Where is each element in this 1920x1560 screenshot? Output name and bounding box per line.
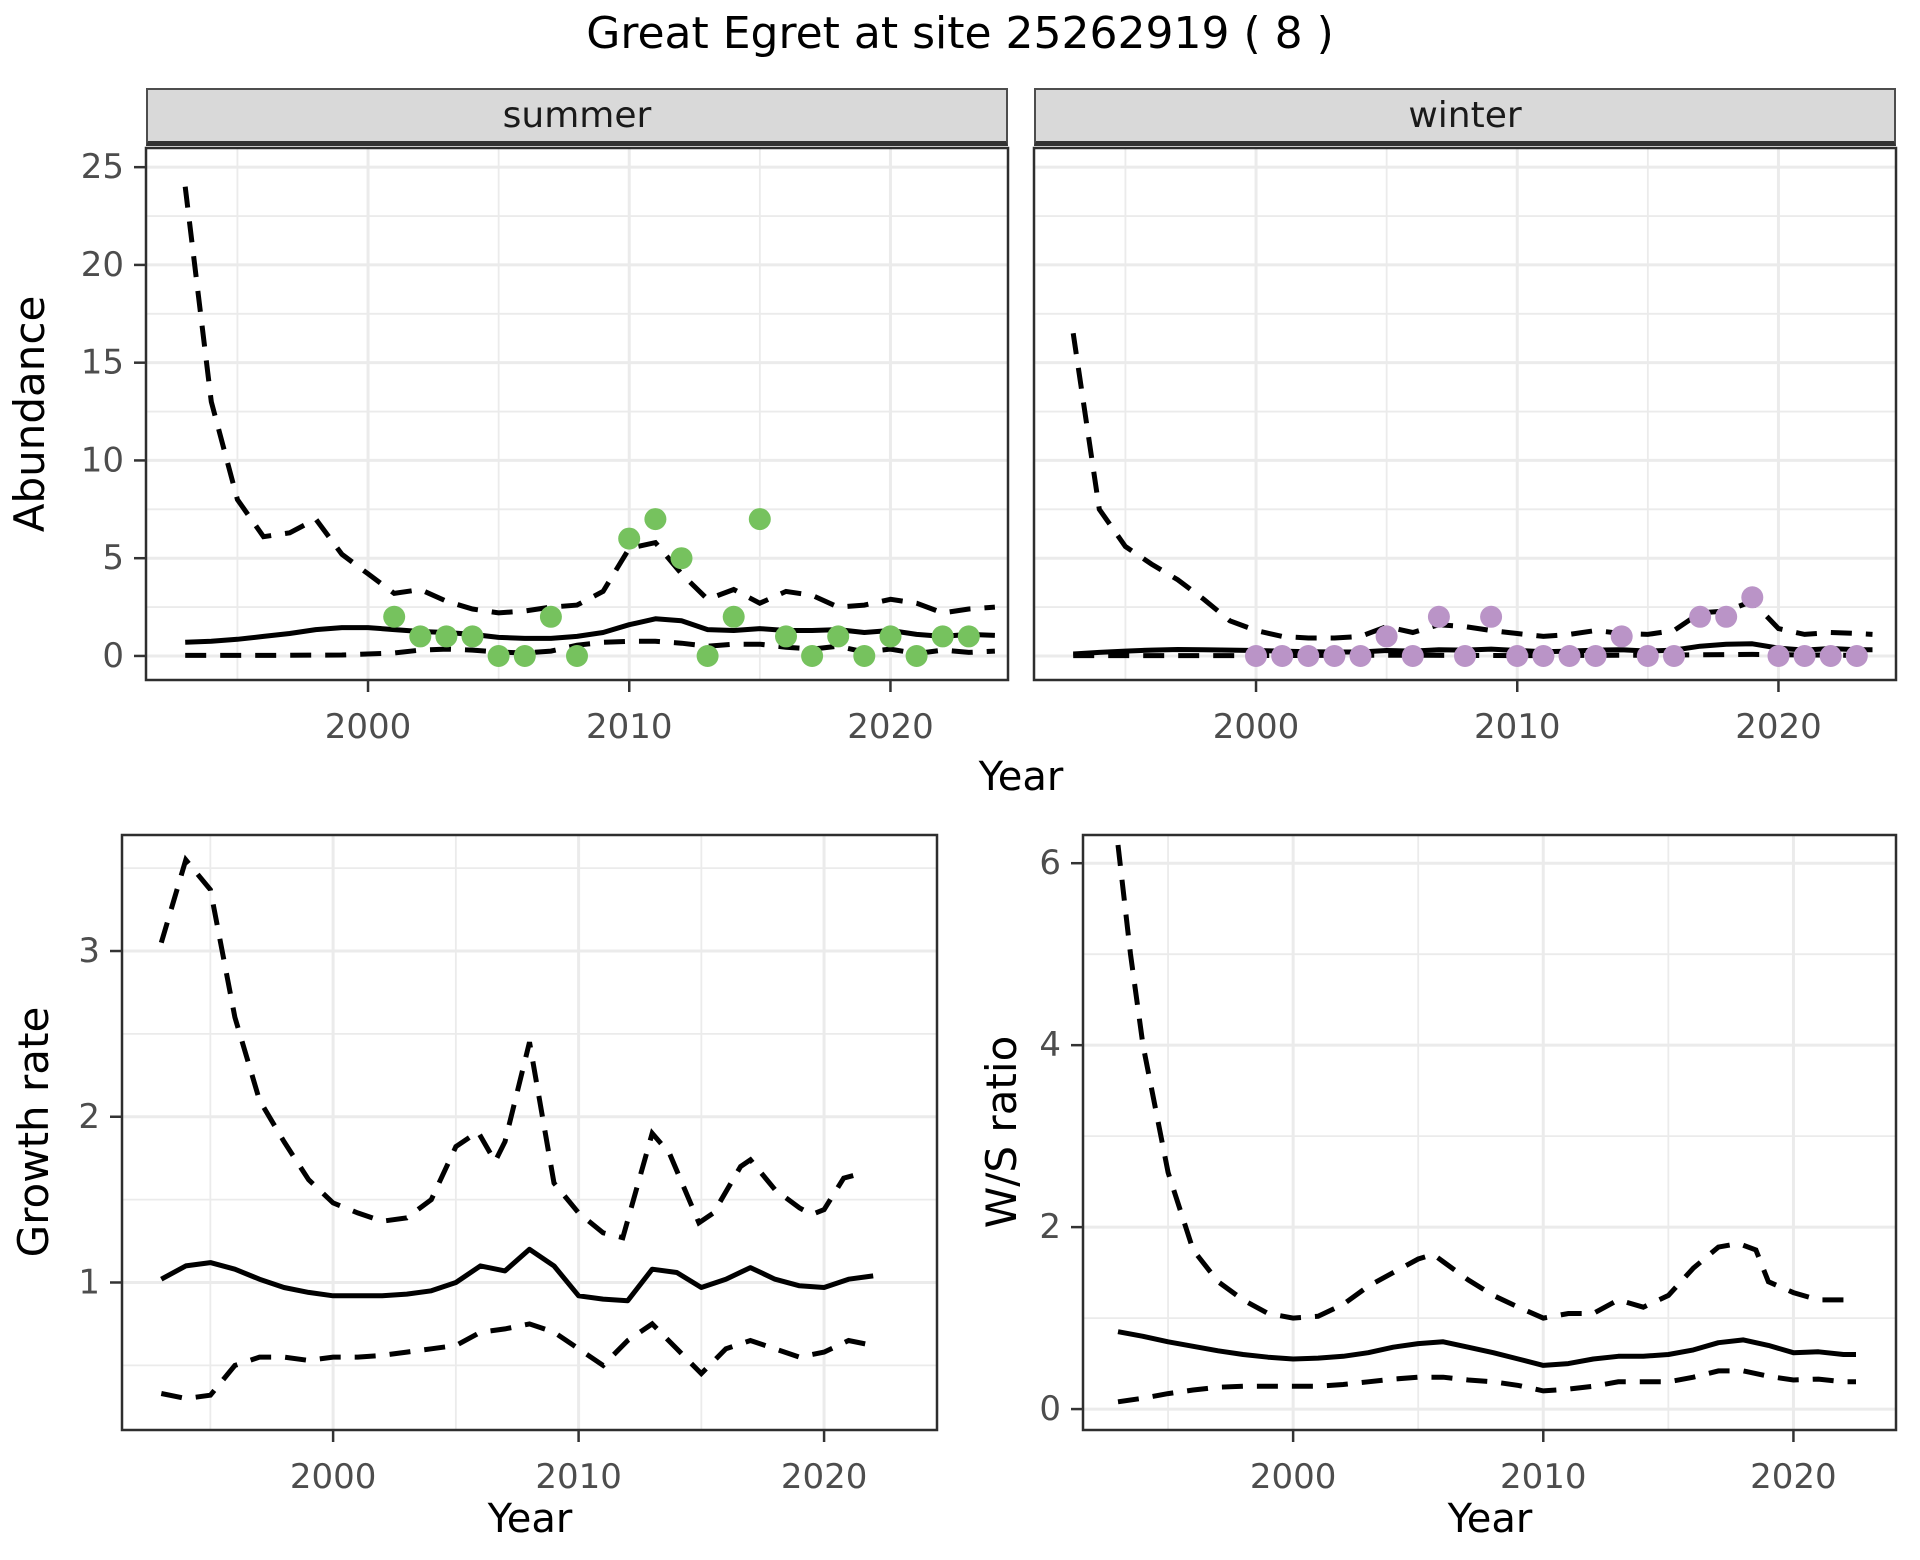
y-tick-label: 5 [102,538,124,578]
data-point [566,645,588,667]
data-point [1819,645,1842,667]
y-tick-label: 25 [81,147,124,187]
data-point [539,605,562,628]
data-point [513,645,536,667]
panel-border [144,146,1010,682]
x-tick-label: 2000 [290,1457,377,1497]
panel-border [1081,833,1898,1432]
x-tick-label: 2020 [1750,1457,1837,1497]
y-axis-title-ws-ratio: W/S ratio [977,1036,1026,1229]
y-tick-label: 20 [81,245,124,285]
data-point [1558,645,1581,667]
data-point [1845,645,1868,667]
data-point [1454,645,1476,667]
data-point [1715,605,1738,628]
data-point [827,625,850,648]
x-tick-label: 2010 [586,707,673,747]
lower-ci-line [1117,1368,1856,1405]
mean-line [1117,1329,1856,1368]
lower-ci-line [160,1320,874,1402]
data-point [1767,645,1790,667]
panel-border [120,833,939,1432]
data-point [644,508,667,531]
x-tick-label: 2010 [535,1457,622,1497]
x-tick-label: 2010 [1500,1457,1587,1497]
y-tick-label: 4 [1039,1025,1061,1065]
data-point [1689,605,1712,628]
data-point [1480,605,1503,628]
data-point [1663,645,1685,667]
x-tick-label: 2000 [1213,707,1300,747]
data-point [696,645,719,667]
lower-ci-line [185,638,996,658]
data-point [853,645,876,667]
facet-strip-winter: winter [1034,88,1896,146]
data-point [1297,645,1320,667]
data-point [1349,645,1372,667]
x-axis-title-top: Year [978,754,1064,800]
y-tick-label: 3 [78,931,100,971]
y-tick-label: 1 [78,1262,100,1302]
y-axis-title-abundance: Abundance [5,296,54,533]
y-tick-label: 10 [81,440,124,480]
mean-line [160,1246,874,1304]
data-point [1375,625,1398,648]
facet-strip-summer: summer [146,88,1008,146]
figure-title: Great Egret at site 25262919 ( 8 ) [586,8,1334,59]
data-point [670,547,693,570]
data-point [1427,605,1450,628]
data-point [748,508,771,531]
y-tick-label: 2 [1039,1207,1061,1247]
y-axis-title-growth-rate: Growth rate [9,1007,58,1258]
data-point [1793,645,1816,667]
upper-ci-line [182,186,996,616]
x-tick-label: 2020 [847,707,934,747]
data-point [775,625,797,648]
data-point [1584,645,1607,667]
data-point [1506,645,1529,667]
data-point [487,645,510,667]
x-tick-label: 2020 [781,1457,868,1497]
panel-border [1032,146,1898,682]
data-point [1610,625,1633,648]
data-point [461,625,484,648]
data-point [905,645,928,667]
data-point [1245,645,1267,667]
mean-line [185,616,995,645]
data-point [1323,645,1346,667]
x-tick-label: 2000 [325,707,412,747]
y-tick-label: 6 [1039,843,1061,883]
data-point [1271,645,1294,667]
x-axis-title-bottom-left: Year [487,1496,573,1542]
data-point [801,645,824,667]
data-point [409,625,432,648]
data-point [435,625,458,648]
data-point [879,625,902,648]
data-point [618,527,641,550]
data-point [1636,645,1659,667]
data-point [383,605,406,628]
data-point [957,625,980,648]
x-tick-label: 2000 [1250,1457,1337,1497]
data-point [1532,645,1555,667]
x-axis-title-bottom-right: Year [1447,1496,1533,1542]
x-tick-label: 2020 [1735,707,1822,747]
data-point [1741,586,1764,609]
x-tick-label: 2010 [1474,707,1561,747]
data-point [1401,645,1424,667]
y-tick-label: 0 [1039,1389,1061,1429]
upper-ci-line [1115,844,1857,1321]
mean-line [1073,641,1873,657]
data-point [722,605,745,628]
y-tick-label: 2 [78,1097,100,1137]
upper-ci-line [158,854,857,1241]
y-tick-label: 15 [81,343,124,383]
data-point [931,625,954,648]
y-tick-label: 0 [102,636,124,676]
